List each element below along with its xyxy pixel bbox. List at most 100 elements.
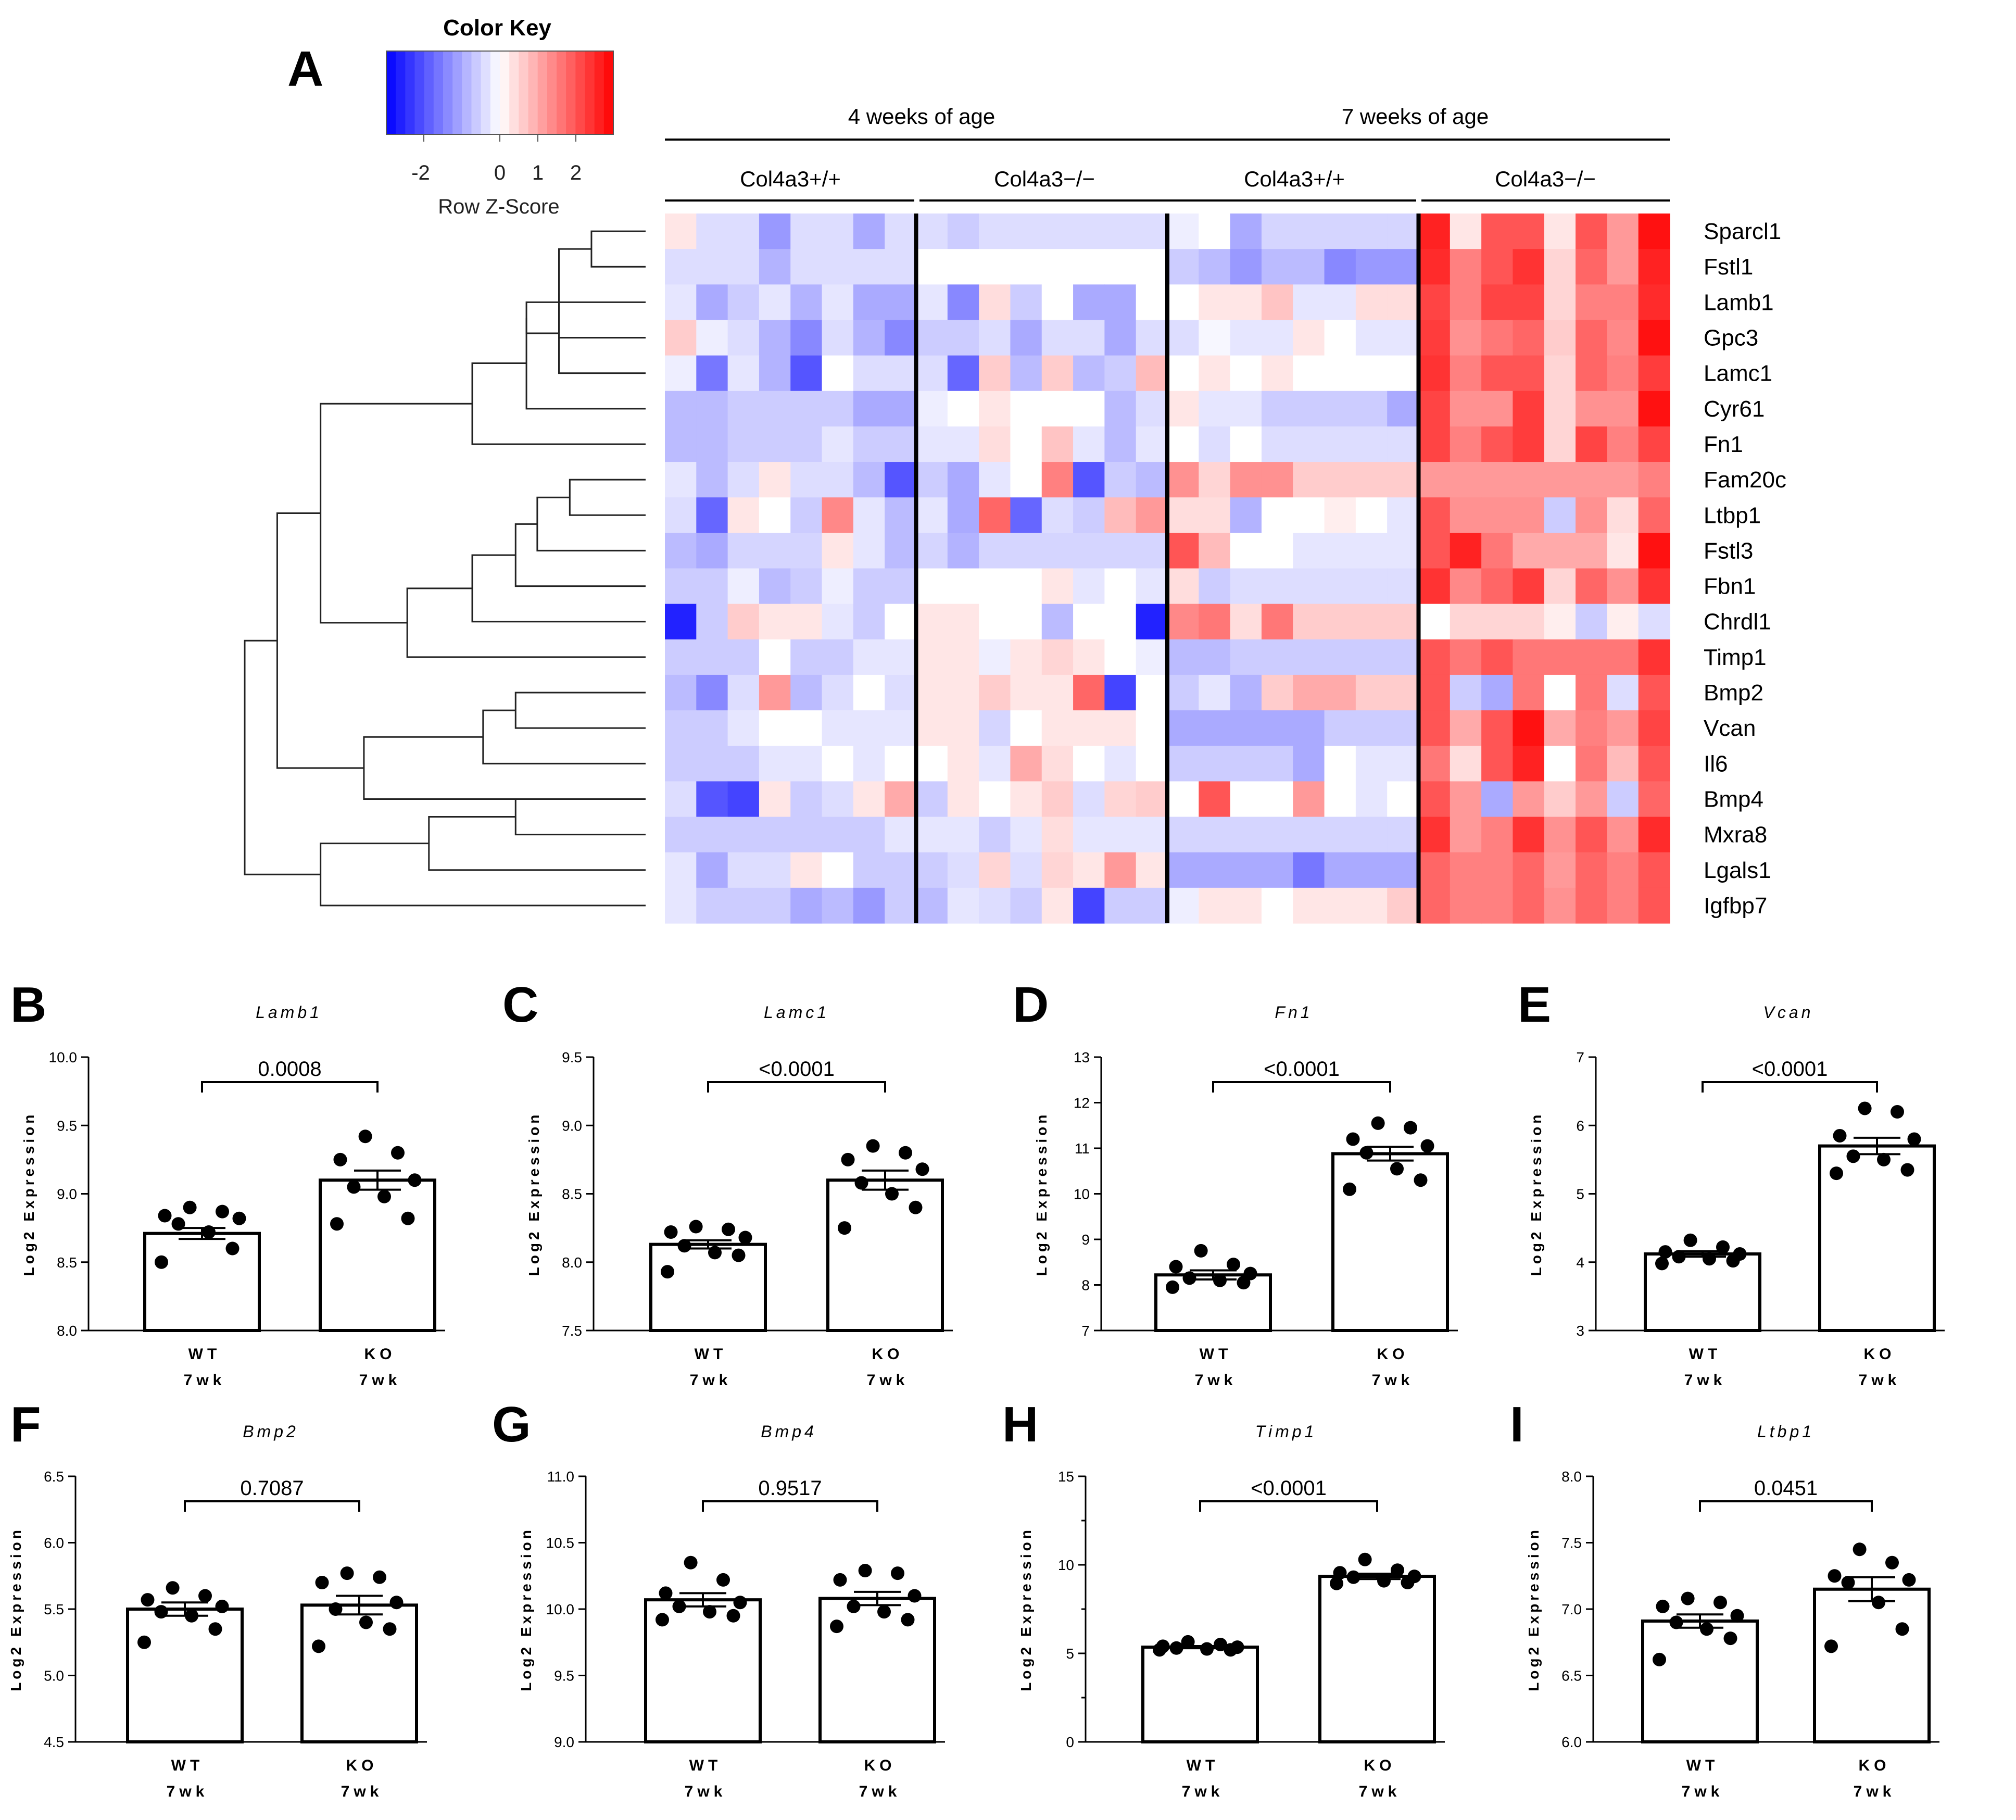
p-value: <0.0001 xyxy=(1752,1058,1828,1081)
data-point xyxy=(391,1146,405,1160)
heatmap-cell xyxy=(790,426,823,462)
heatmap-cell xyxy=(1073,674,1105,711)
heatmap-cell xyxy=(1450,852,1482,888)
heatmap-cell xyxy=(1199,817,1231,853)
heatmap-cell xyxy=(822,781,854,818)
heatmap-cell xyxy=(916,639,948,675)
heatmap-cell xyxy=(1355,639,1388,675)
heatmap-cell xyxy=(1293,355,1325,392)
heatmap-cells xyxy=(665,214,1670,924)
p-value: <0.0001 xyxy=(1251,1477,1327,1500)
heatmap-cell xyxy=(1167,214,1199,249)
heatmap-cell xyxy=(1199,887,1231,924)
chart-title: Vcan xyxy=(1763,1003,1814,1022)
heatmap-cell xyxy=(1450,214,1482,249)
heatmap-cell xyxy=(1513,391,1545,427)
heatmap-cell xyxy=(759,568,791,605)
heatmap-cell xyxy=(696,568,728,605)
data-point xyxy=(708,1246,722,1260)
heatmap-cell xyxy=(1576,604,1607,640)
heatmap-cell xyxy=(1104,320,1137,356)
color-key-swatch xyxy=(547,51,557,134)
data-point xyxy=(185,1609,198,1623)
color-key-swatch xyxy=(386,51,396,134)
data-point xyxy=(738,1231,752,1245)
heatmap-cell xyxy=(1607,639,1639,675)
y-tick-label: 11.0 xyxy=(547,1468,574,1485)
heatmap-cell xyxy=(1261,710,1293,746)
heatmap-cell xyxy=(979,391,1011,427)
gene-label: Fam20c xyxy=(1704,467,1786,493)
heatmap-cell xyxy=(1576,887,1607,924)
heatmap-cell xyxy=(1324,887,1356,924)
heatmap-cell xyxy=(1010,674,1042,711)
heatmap-cell xyxy=(1136,852,1168,888)
heatmap-cell xyxy=(885,604,917,640)
category-sublabel: 7wk xyxy=(184,1372,226,1389)
gene-label: Fbn1 xyxy=(1704,574,1756,599)
heatmap-cell xyxy=(1544,710,1576,746)
heatmap-cell xyxy=(822,674,854,711)
heatmap-cell xyxy=(727,391,760,427)
color-key-swatch xyxy=(500,51,510,134)
heatmap-cell xyxy=(1104,497,1137,533)
data-point xyxy=(866,1139,880,1153)
heatmap-cell xyxy=(1167,462,1199,498)
color-key-swatch xyxy=(603,51,614,134)
p-value: <0.0001 xyxy=(1264,1058,1340,1081)
data-point xyxy=(1656,1599,1670,1613)
heatmap-cell xyxy=(1513,426,1545,462)
heatmap-cell xyxy=(1638,781,1670,818)
heatmap-cell xyxy=(1136,462,1168,498)
heatmap-cell xyxy=(1576,249,1607,285)
heatmap-cell xyxy=(1638,284,1670,321)
heatmap-cell xyxy=(885,781,917,818)
heatmap-cell xyxy=(790,852,823,888)
color-key-swatch xyxy=(528,51,538,134)
heatmap-cell xyxy=(1010,249,1042,285)
bar-panel-b: B Lamb1 8.0 8.5 9.0 9.5 10.0 Log2 Expression WT 7… xyxy=(10,977,445,1389)
category-label: WT xyxy=(689,1757,722,1774)
data-point xyxy=(1895,1622,1909,1636)
gene-label: Vcan xyxy=(1704,716,1756,741)
heatmap-cell xyxy=(696,746,728,782)
heatmap-cell xyxy=(1638,497,1670,533)
heatmap-cell xyxy=(1544,746,1576,782)
heatmap-cell xyxy=(1481,710,1514,746)
heatmap-cell xyxy=(1293,462,1325,498)
heatmap-cell xyxy=(696,817,728,853)
heatmap-cell xyxy=(727,533,760,569)
heatmap-cell xyxy=(665,355,697,392)
data-point xyxy=(830,1620,843,1634)
heatmap-cell xyxy=(1638,533,1670,569)
heatmap-cell xyxy=(1073,710,1105,746)
heatmap-cell xyxy=(1418,320,1451,356)
heatmap-cell xyxy=(1544,497,1576,533)
heatmap-cell xyxy=(1010,568,1042,605)
panel-letter: D xyxy=(1013,977,1049,1033)
bar-panel-i: I Ltbp1 6.0 6.5 7.0 7.5 8.0 Log2 Expression WT 7w… xyxy=(1510,1397,1939,1800)
heatmap-cell xyxy=(822,355,854,392)
gene-label: Timp1 xyxy=(1704,645,1767,670)
heatmap-cell xyxy=(665,604,697,640)
heatmap-cell xyxy=(1324,426,1356,462)
heatmap-cell xyxy=(1576,426,1607,462)
heatmap-cell xyxy=(1293,781,1325,818)
heatmap-cell xyxy=(947,604,979,640)
y-tick-label: 10 xyxy=(1074,1186,1090,1202)
heatmap-cell xyxy=(885,746,917,782)
data-point xyxy=(1683,1233,1697,1247)
y-tick-label: 9.5 xyxy=(562,1049,582,1065)
heatmap-cell xyxy=(665,781,697,818)
heatmap-cell xyxy=(1387,887,1419,924)
heatmap-cell xyxy=(1136,320,1168,356)
data-point xyxy=(1681,1591,1695,1605)
heatmap-cell xyxy=(1104,746,1137,782)
heatmap-cell xyxy=(1387,852,1419,888)
heatmap-cell xyxy=(759,639,791,675)
heatmap-cell xyxy=(1481,817,1514,853)
heatmap-cell xyxy=(885,568,917,605)
heatmap-cell xyxy=(1481,214,1514,249)
heatmap-cell xyxy=(853,852,885,888)
heatmap-cell xyxy=(696,320,728,356)
